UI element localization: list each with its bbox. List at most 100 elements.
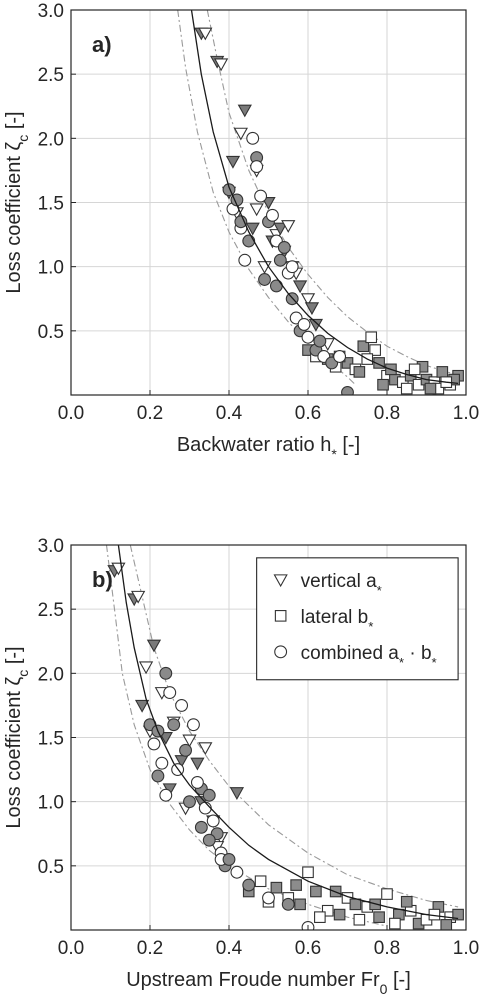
panel-b-point-circle — [155, 756, 169, 770]
panel-b-point-triangle — [182, 734, 197, 748]
panel-b-point-circle — [159, 788, 173, 802]
panel-b-point-square — [302, 866, 314, 879]
panel-b-point-circle — [281, 897, 295, 911]
panel-a-point-square — [373, 357, 385, 369]
panel-b-point-circle — [187, 718, 200, 732]
panel-a-point-circle — [242, 234, 256, 248]
panel-a-point-square — [357, 340, 370, 353]
panel-a-point-triangle — [300, 293, 316, 307]
panel-b-series-circle — [143, 666, 315, 930]
panel-a-point-square — [365, 331, 378, 344]
panel-a-point-circle — [297, 317, 311, 331]
panel-b-ytick-label: 1.5 — [38, 729, 64, 750]
panel-a-point-square — [341, 357, 354, 369]
panel-a-point-triangle — [233, 127, 248, 141]
panel-b-point-square — [321, 904, 334, 917]
panel-a-point-triangle — [225, 155, 241, 169]
panel-b-lower-bound-line — [105, 545, 388, 927]
panel-a-point-circle — [234, 215, 248, 229]
panel-a-point-circle — [273, 253, 287, 267]
panel-a-fit-curve — [190, 10, 459, 385]
panel-b-legend-box — [256, 557, 459, 681]
panel-b-point-circle — [175, 698, 189, 712]
panel-a-point-circle — [313, 334, 327, 348]
panel-a-point-circle — [246, 131, 260, 145]
panel-b-xtick-label: 0.0 — [58, 938, 84, 959]
panel-b-point-square — [314, 911, 326, 923]
panel-a-point-square — [400, 382, 413, 395]
panel-b-ytick-label: 1.0 — [38, 793, 64, 814]
panel-b-ytick-label: 2.0 — [38, 664, 64, 685]
panel-b-point-square — [254, 875, 267, 888]
legend-marker-circle — [274, 645, 288, 659]
panel-b-point-triangle — [131, 590, 146, 604]
panel-b-xtick-label: 0.2 — [137, 938, 163, 959]
panel-b-point-square — [333, 908, 346, 921]
panel-b-point-circle — [202, 833, 216, 847]
panel-b-xtick-label: 0.8 — [374, 938, 400, 959]
panel-b-point-square — [373, 911, 385, 923]
panel-b-ytick-label: 3.0 — [38, 536, 64, 557]
panel-b-point-circle — [159, 666, 173, 680]
panel-a-point-circle — [301, 330, 315, 344]
panel-b-xtick-label: 1.0 — [453, 938, 479, 959]
panel-a-y-axis-label: Loss coefficient ζc [-] — [3, 111, 31, 293]
panel-b-point-circle — [183, 795, 196, 809]
panel-b-chart: 0.0 0.2 0.4 0.6 0.8 1.0 0.5 1.0 1.5 2.0 2.5 3.0 Upst… — [3, 536, 479, 997]
panel-a-point-triangle — [292, 280, 308, 294]
panel-b-point-square — [381, 888, 393, 900]
panel-b-ytick-label: 2.5 — [38, 600, 64, 621]
panel-a-point-triangle — [304, 302, 320, 316]
panel-b-point-square — [389, 917, 401, 930]
panel-a-point-square — [353, 366, 366, 378]
panel-a-point-square — [377, 378, 389, 391]
panel-a-point-circle — [277, 240, 291, 254]
panel-a-point-triangle — [273, 222, 288, 236]
panel-b-y-axis-label: Loss coefficient ζc [-] — [3, 646, 31, 828]
panel-b-point-square — [290, 879, 302, 891]
panel-b-point-triangle — [146, 639, 162, 653]
panel-b-plot-content — [105, 545, 464, 930]
panel-b-point-circle — [179, 743, 192, 757]
panel-a-chart: 0.0 0.2 0.4 0.6 0.8 1.0 0.5 1.0 1.5 2.0 2.5 3.0 Back… — [3, 1, 479, 462]
panel-b-point-circle — [230, 865, 244, 879]
panel-a-ytick-label: 3.0 — [38, 1, 64, 22]
panel-b-point-square — [270, 881, 283, 894]
panel-b-point-circle — [147, 737, 161, 751]
panel-a-point-circle — [238, 253, 252, 267]
legend-label-circle: combined a* · b* — [301, 643, 437, 670]
panel-a-point-circle — [254, 189, 268, 203]
panel-a-point-square — [408, 363, 421, 376]
panel-b-point-triangle — [229, 787, 245, 801]
panel-b-point-circle — [206, 814, 220, 828]
panel-b-fit-curve — [117, 545, 459, 920]
panel-a-point-circle — [269, 279, 283, 293]
panel-b-point-square — [440, 919, 453, 930]
panel-b-point-circle — [194, 820, 208, 834]
panel-b-point-circle — [262, 891, 275, 905]
panel-b-point-circle — [222, 852, 236, 866]
panel-a-point-circle — [285, 260, 299, 274]
panel-a-xtick-label: 0.4 — [216, 403, 243, 424]
panel-b-point-triangle — [174, 755, 189, 768]
panel-b-point-circle — [190, 775, 204, 789]
panel-a-xtick-label: 0.8 — [374, 403, 400, 424]
panel-a-point-circle — [333, 350, 347, 363]
panel-b-point-triangle — [190, 757, 205, 771]
panel-b-point-circle — [163, 686, 177, 700]
panel-b-point-square — [294, 898, 306, 911]
panel-a-ytick-label: 2.5 — [38, 65, 64, 86]
panel-a-grid — [70, 9, 467, 395]
panel-a-plot-content — [177, 10, 464, 395]
panel-a-point-triangle — [281, 220, 296, 233]
panel-a-xtick-label: 0.2 — [137, 403, 163, 424]
panel-b-ytick-label: 0.5 — [38, 857, 64, 878]
legend-label-square: lateral b* — [301, 607, 374, 634]
panel-a-xtick-label: 0.6 — [295, 403, 321, 424]
panel-a-point-circle — [258, 273, 271, 286]
panel-b-point-circle — [151, 769, 165, 783]
legend-marker-triangle — [273, 574, 288, 588]
panel-b-point-square — [310, 885, 322, 898]
panel-a-xtick-label: 0.0 — [58, 403, 84, 424]
